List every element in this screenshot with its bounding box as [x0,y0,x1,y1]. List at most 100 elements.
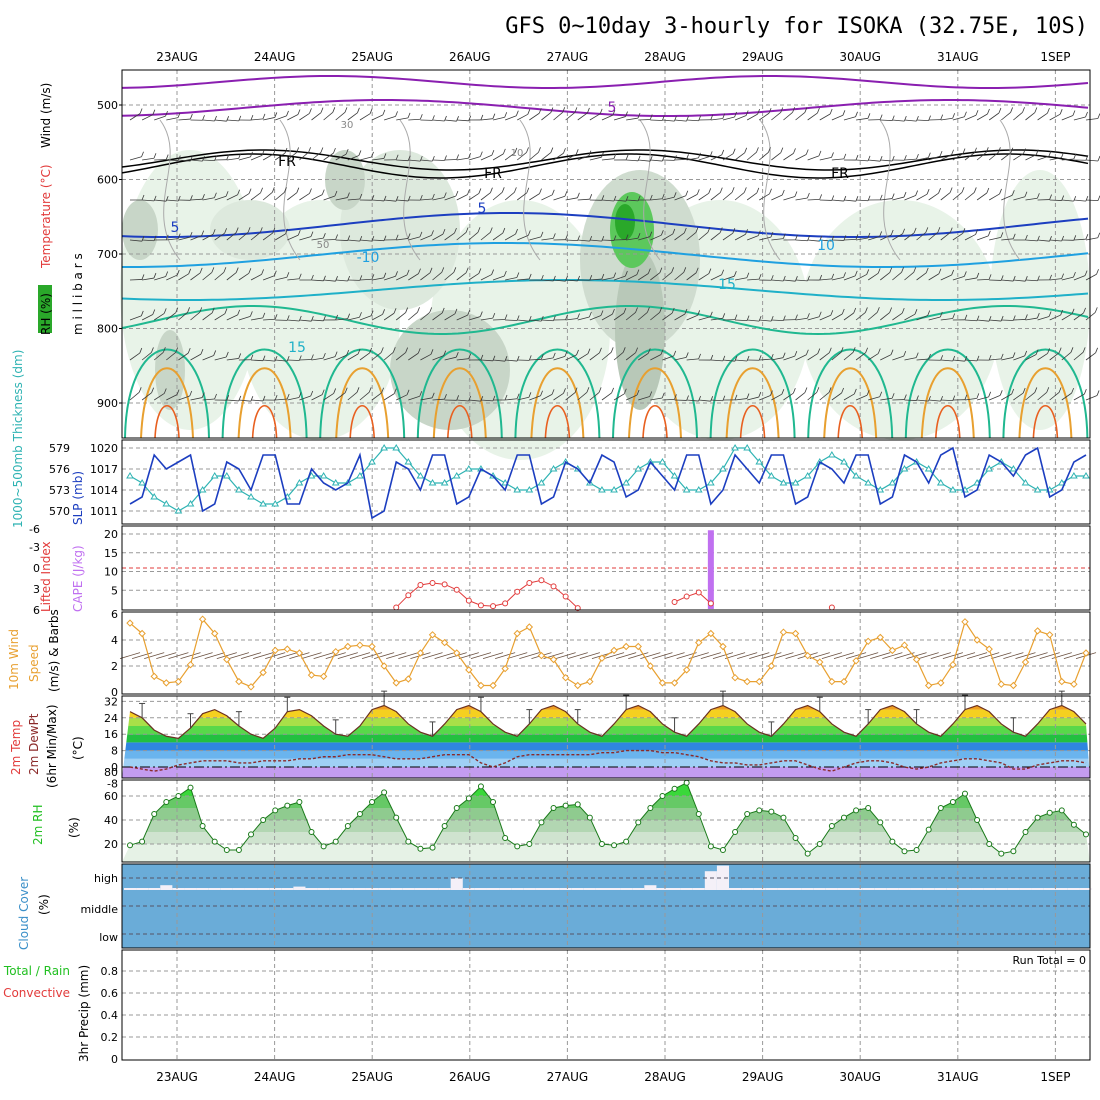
bottom-date-label: 27AUG [547,1070,589,1084]
wind-barb [819,314,831,321]
wind-barb [831,276,844,281]
wind-barb [625,394,638,401]
wind-barb [468,273,480,281]
wind-barb [1061,199,1074,202]
thickness-point [174,507,183,514]
wind-barb-feather [347,192,350,198]
wind-barb [1001,357,1014,361]
wind-barb [529,358,542,361]
thickness-point [658,458,667,465]
thickness-point [1021,479,1030,486]
hot-contour [544,405,571,439]
rh-tick: 20 [104,838,118,851]
wind-speed-point [755,677,763,686]
temp-tick: 24 [104,712,118,725]
wind-barb [1013,196,1026,201]
wind-barb [432,355,444,361]
surface-wind-barb [434,652,455,659]
rh-point [248,831,255,838]
wind-barb-feather [273,148,276,155]
wind-speed-point [392,679,400,687]
top-date-label: 26AUG [449,50,491,64]
wind-barb [928,273,940,281]
wind-speed-point [622,642,630,651]
thickness-point [440,479,449,486]
wind-barb [516,152,527,161]
cloud-frame [121,863,1091,949]
surface-wind-barb [131,652,153,659]
wind-barb-feather [395,154,399,160]
wind-barb-feather [152,109,156,115]
thickness-point [525,486,534,493]
contour-label: FR [484,166,502,182]
wind-barb [880,397,893,401]
surface-wind-barb [785,652,806,659]
cloud-high-bar [595,888,608,890]
wind-barb-feather [138,387,142,393]
cloud-high-bar [293,886,306,890]
wind-barb-feather [938,188,941,194]
wind-barb-feather [1096,390,1100,396]
rh-point [356,811,363,817]
wind-barb-feather [998,107,1002,114]
wind-barb-feather [961,187,965,193]
wind-barb [1085,273,1097,281]
wind-barb-feather [298,392,302,398]
wind-barb-feather [369,108,373,114]
wind-barb-feather [625,111,628,117]
wind-barb [166,352,176,361]
thickness-point [537,479,546,486]
wind-barb-feather [261,269,264,275]
wind-barb [795,154,807,161]
temperature-contour [121,99,1089,117]
wind-barb [1025,354,1037,361]
rh-point [707,843,714,850]
wind-barb-feather [477,227,481,233]
run-total: Run Total = 0 [1013,954,1087,967]
wind-barb [190,235,202,241]
wind-barb [589,239,602,242]
rh-point [1058,807,1065,814]
wind-barb-feather [540,274,544,281]
cloud-high-bar [620,888,633,890]
surface-wind-barb [918,652,939,659]
wind-barb [650,119,663,121]
wind-barb-feather [698,353,701,360]
wind-barb-feather [395,234,399,240]
wind-barb-feather [311,354,314,360]
wind-barb [807,353,819,361]
wind-barb [795,239,808,242]
cloud-high-bar [378,888,391,890]
wind-barb [202,398,215,401]
wind-barb-feather [915,352,919,358]
wind-barb-feather [782,352,786,358]
wind-barb [722,191,733,201]
wind-barb [698,155,711,161]
wind-barb [359,392,370,401]
wind-barb [1049,157,1062,161]
wind-barb-feather [901,267,904,273]
wind-barb-feather [805,349,809,355]
wind-speed-point [211,629,219,638]
wind-barb-feather [1010,107,1013,113]
thickness-point [210,472,219,479]
surface-wind-barb [422,652,443,659]
wind-barb [577,239,590,242]
precip-frame [121,949,1091,1061]
surface-wind-barb [640,652,661,659]
thickness-point [791,479,800,486]
wind-barb [735,398,748,401]
wind-barb-feather [335,234,338,240]
wind-barb-feather [1085,155,1089,161]
li-point [562,593,569,600]
wind-barb-feather [538,147,541,153]
wind-barb-feather [165,234,169,241]
wind-barb [166,117,179,121]
wind-barb [722,275,735,281]
wind-barb-feather [1011,190,1015,196]
thickness-point [1009,465,1018,472]
bottom-date-label: 24AUG [254,1070,296,1084]
wind-barb [359,352,370,361]
wind-barb [577,155,590,161]
rh-label: RH (%) [39,293,53,335]
